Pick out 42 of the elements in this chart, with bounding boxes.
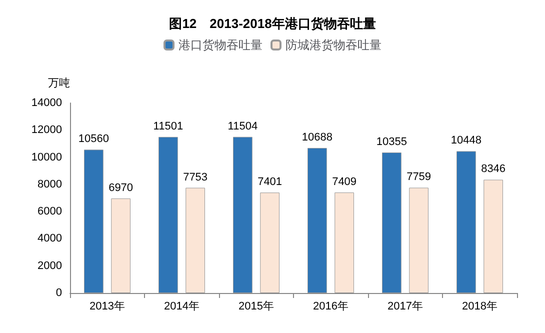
bar [334, 192, 354, 293]
bar [409, 188, 428, 293]
data-label: 10355 [376, 136, 407, 148]
x-tick-label: 2018年 [462, 300, 498, 312]
y-tick-label: 8000 [38, 178, 62, 190]
bar [382, 152, 402, 293]
data-label: 10688 [302, 131, 332, 144]
bar [308, 148, 327, 293]
bar [233, 136, 252, 293]
bar [84, 150, 104, 293]
legend-label: 防城港货物吞吐量 [286, 38, 382, 52]
bar [260, 192, 280, 293]
data-label: 7409 [332, 176, 357, 188]
y-tick-label: 10000 [31, 151, 62, 164]
y-tick-label: 4000 [38, 232, 62, 245]
bar [158, 136, 178, 293]
data-label: 6970 [108, 182, 134, 194]
x-tick-label: 2015年 [238, 300, 274, 312]
x-tick-label: 2016年 [313, 300, 348, 312]
bar [484, 180, 503, 293]
data-label: 7753 [183, 171, 208, 184]
legend-label: 港口货物吞吐量 [178, 38, 262, 52]
bar [111, 198, 130, 293]
bar [456, 151, 476, 293]
data-label: 11504 [228, 120, 258, 132]
x-tick-label: 2014年 [164, 300, 200, 312]
x-tick-label: 2017年 [388, 300, 423, 312]
x-tick-label: 2013年 [90, 300, 125, 312]
y-tick-label: 0 [56, 287, 62, 299]
y-tick-label: 12000 [31, 124, 62, 136]
data-label: 8346 [481, 163, 506, 176]
data-label: 10560 [78, 133, 109, 146]
y-tick-label: 14000 [31, 97, 62, 109]
bar [186, 188, 205, 293]
chart-title: 图12 2013-2018年港口货物吞吐量 [169, 16, 376, 31]
y-tick-label: 6000 [38, 206, 62, 218]
data-label: 11501 [153, 120, 184, 132]
data-label: 10448 [450, 134, 482, 147]
y-tick-label: 2000 [38, 260, 62, 272]
data-label: 7759 [406, 171, 432, 184]
y-axis-title: 万吨 [48, 76, 70, 90]
data-label: 7401 [258, 176, 282, 188]
